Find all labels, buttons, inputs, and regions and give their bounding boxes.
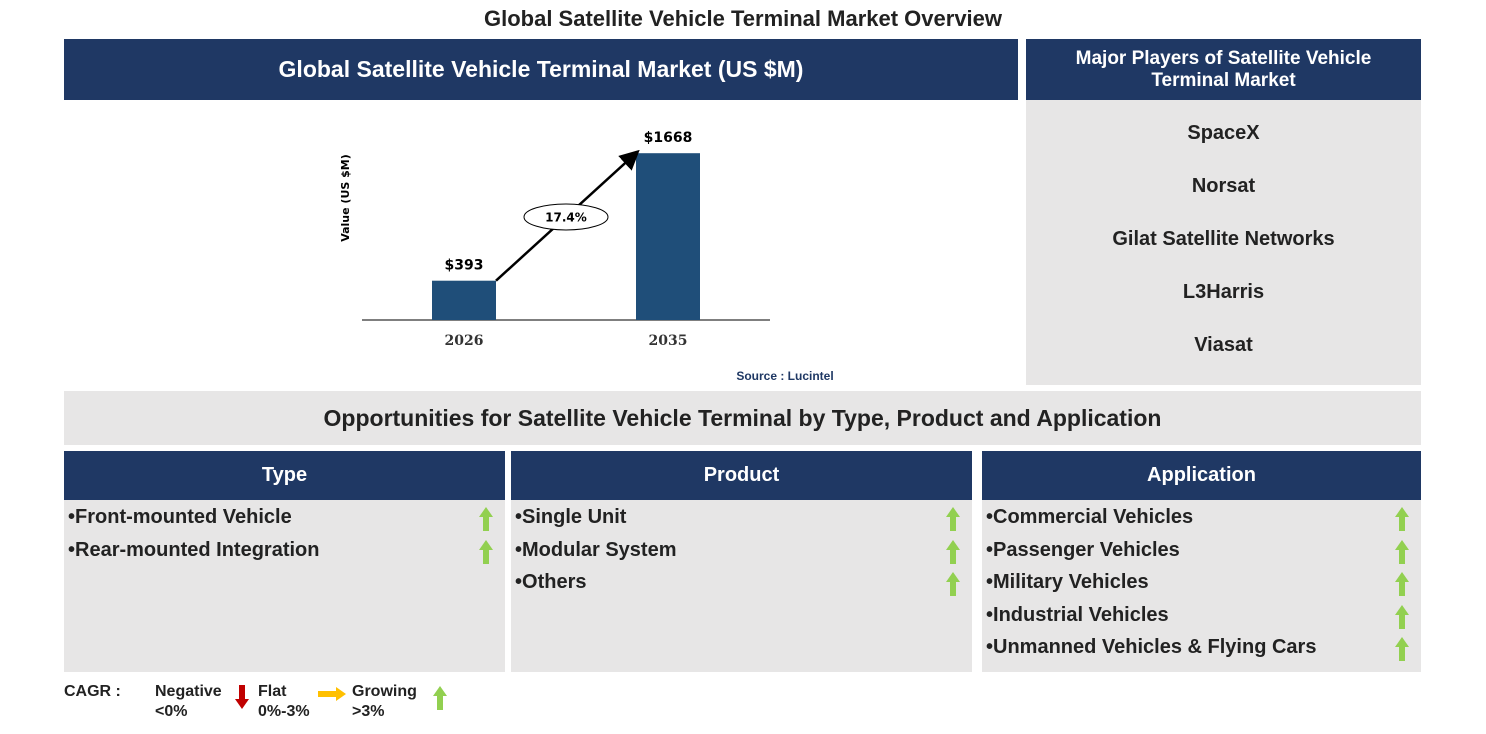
opportunity-item: Rear-mounted Integration <box>68 539 319 562</box>
arrow-shape <box>479 539 493 564</box>
cagr-label: 17.4% <box>545 210 587 224</box>
column-title: Application <box>982 451 1421 500</box>
players-panel: SpaceX Norsat Gilat Satellite Networks L3Ha… <box>1026 100 1421 385</box>
arrow-shape <box>1395 604 1409 629</box>
arrow-shape <box>1395 572 1409 596</box>
value-label: $393 <box>445 258 484 274</box>
trend-arrow <box>479 507 493 531</box>
arrow-shape <box>318 687 346 701</box>
flat-arrow <box>318 687 346 701</box>
trend-arrow <box>946 572 960 596</box>
arrow-shape <box>433 686 447 710</box>
trend-arrow <box>479 539 493 564</box>
trend-arrow <box>946 507 960 531</box>
legend-name: Negative <box>155 683 222 700</box>
bar <box>432 280 496 320</box>
arrow-shape <box>1395 637 1409 661</box>
arrow-shape <box>235 685 249 709</box>
opportunity-item: Commercial Vehicles <box>986 506 1193 529</box>
chart-title: Global Satellite Vehicle Terminal Market… <box>64 39 1018 100</box>
opportunity-item: Front-mounted Vehicle <box>68 506 292 529</box>
column-body: Commercial Vehicles Passenger Vehicles Mil… <box>982 500 1421 672</box>
player: SpaceX <box>1187 122 1260 144</box>
player: L3Harris <box>1182 281 1265 303</box>
opportunities-title: Opportunities for Satellite Vehicle Term… <box>64 391 1421 445</box>
cagr-bubble <box>523 203 609 231</box>
trend-arrow <box>433 686 447 710</box>
legend-range: <0% <box>155 703 188 720</box>
x-tick-label: 2035 <box>649 333 688 349</box>
trend-arrow <box>1395 539 1409 564</box>
column-body: Front-mounted Vehicle Rear-mounted Integr… <box>64 500 505 672</box>
opportunity-item: Industrial Vehicles <box>986 604 1169 627</box>
legend-name: Flat <box>258 683 287 700</box>
page-title: Global Satellite Vehicle Terminal Market… <box>483 6 1003 31</box>
arrow-shape <box>1395 507 1409 531</box>
legend-label: CAGR : <box>64 683 121 700</box>
legend-range: >3% <box>352 703 385 720</box>
arrow-shape <box>1395 539 1409 564</box>
bar <box>636 153 700 320</box>
x-tick-label: 2026 <box>445 333 484 349</box>
opportunity-item: Modular System <box>515 539 676 562</box>
trend-arrow <box>1395 637 1409 661</box>
chart: Value (US $M) $393 2026 $1668 2035 17.4% Sourc… <box>339 130 834 383</box>
player: Viasat <box>1194 334 1253 356</box>
column-title: Type <box>64 451 505 500</box>
trend-arrow <box>1395 604 1409 629</box>
column-body: Single Unit Modular System Others <box>511 500 972 672</box>
y-axis-label: Value (US $M) <box>339 154 352 242</box>
legend-range: 0%-3% <box>258 703 310 720</box>
opportunity-item: Single Unit <box>515 506 626 529</box>
legend-name: Growing <box>352 683 417 700</box>
trend-arrow <box>946 539 960 564</box>
trend-arrow <box>1395 507 1409 531</box>
player: Gilat Satellite Networks <box>1112 228 1335 250</box>
source: Source : Lucintel <box>736 369 833 383</box>
trend-arrow <box>1395 572 1409 596</box>
arrow-shape <box>946 507 960 531</box>
arrow-shape <box>946 572 960 596</box>
trend-arrow <box>235 685 249 709</box>
arrow-shape <box>946 539 960 564</box>
players-title: Major Players of Satellite Vehicle Termi… <box>1026 39 1421 100</box>
value-label: $1668 <box>644 130 693 146</box>
arrow-shape <box>479 507 493 531</box>
column-title: Product <box>511 451 972 500</box>
player: Norsat <box>1191 175 1256 197</box>
opportunity-item: Others <box>515 571 586 594</box>
opportunity-item: Military Vehicles <box>986 571 1149 594</box>
opportunity-item: Passenger Vehicles <box>986 539 1180 562</box>
opportunity-item: Unmanned Vehicles & Flying Cars <box>986 636 1316 659</box>
